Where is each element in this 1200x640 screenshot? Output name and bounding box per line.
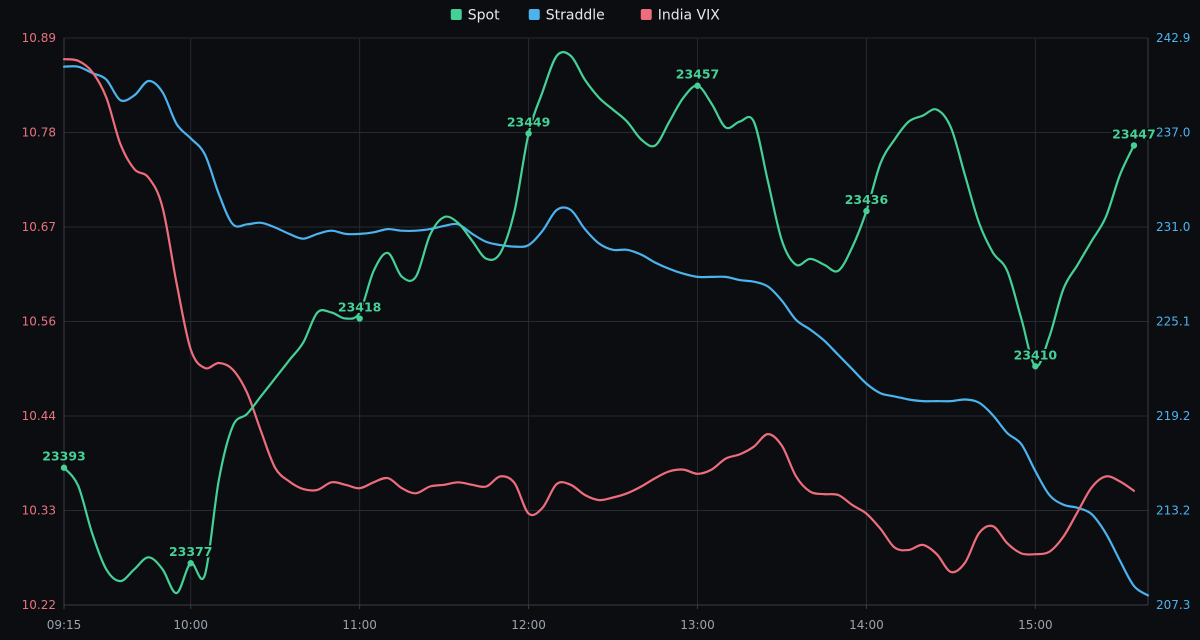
x-tick-label: 10:00: [173, 618, 208, 632]
y-right-tick-label: 231.0: [1156, 220, 1190, 234]
y-right-tick-label: 242.9: [1156, 31, 1190, 45]
x-tick-label: 14:00: [849, 618, 884, 632]
spot-value-label: 23449: [507, 114, 551, 129]
spot-point-marker: [525, 130, 532, 137]
legend-label-india-vix: India VIX: [658, 8, 721, 24]
spot-point-marker: [863, 207, 870, 215]
legend-label-straddle: Straddle: [546, 8, 605, 24]
series-line-spot: [62, 51, 1135, 595]
spot-value-label: 23377: [169, 544, 213, 559]
series-line-india-vix: [62, 58, 1135, 574]
legend: Spot Straddle India VIX: [450, 8, 721, 24]
spot-point-marker: [187, 560, 194, 567]
y-right-tick-label: 213.2: [1156, 504, 1190, 518]
x-tick-label: 11:00: [342, 618, 377, 632]
legend-swatch-straddle: [528, 9, 540, 20]
y-left-tick-label: 10.67: [22, 220, 56, 234]
y-left-tick-label: 10.33: [22, 504, 56, 518]
legend-label-spot: Spot: [468, 8, 500, 24]
spot-value-label: 23410: [1014, 347, 1058, 362]
y-left-tick-label: 10.22: [22, 598, 56, 612]
y-right-tick-label: 219.2: [1156, 409, 1190, 423]
spot-point-marker: [356, 315, 363, 322]
x-tick-label: 15:00: [1018, 618, 1053, 632]
spot-value-label: 23393: [42, 449, 86, 464]
series-line-straddle: [62, 65, 1150, 597]
x-tick-label: 12:00: [511, 618, 546, 632]
spot-point-marker: [1130, 142, 1138, 149]
grid: [64, 37, 1148, 606]
y-left-tick-label: 10.56: [22, 315, 56, 329]
y-left-tick-label: 10.89: [22, 31, 56, 45]
y-left-tick-label: 10.78: [22, 126, 56, 140]
spot-value-label: 23457: [676, 67, 720, 82]
y-right-tick-label: 237.0: [1156, 126, 1190, 140]
legend-swatch-spot: [450, 9, 462, 20]
spot-point-marker: [60, 464, 68, 471]
spot-value-label: 23447: [1112, 126, 1156, 141]
axes: 10.89 10.78 10.67 10.56 10.44 10.33 10.22 242.9…: [22, 31, 1191, 632]
y-right-tick-label: 207.3: [1156, 598, 1190, 612]
legend-swatch-india-vix: [640, 9, 652, 20]
y-left-tick-label: 10.44: [22, 409, 56, 423]
point-labels: 23393 23377 23418 23449 23457 23436 23410 23447: [41, 65, 1157, 567]
series-lines: [62, 51, 1150, 597]
spot-value-label: 23418: [338, 300, 382, 315]
spot-point-marker: [1032, 363, 1039, 370]
spot-point-marker: [694, 82, 701, 89]
y-right-tick-label: 225.1: [1156, 315, 1190, 329]
x-tick-label: 09:15: [47, 618, 82, 632]
x-tick-label: 13:00: [680, 618, 715, 632]
spot-value-label: 23436: [845, 192, 889, 207]
